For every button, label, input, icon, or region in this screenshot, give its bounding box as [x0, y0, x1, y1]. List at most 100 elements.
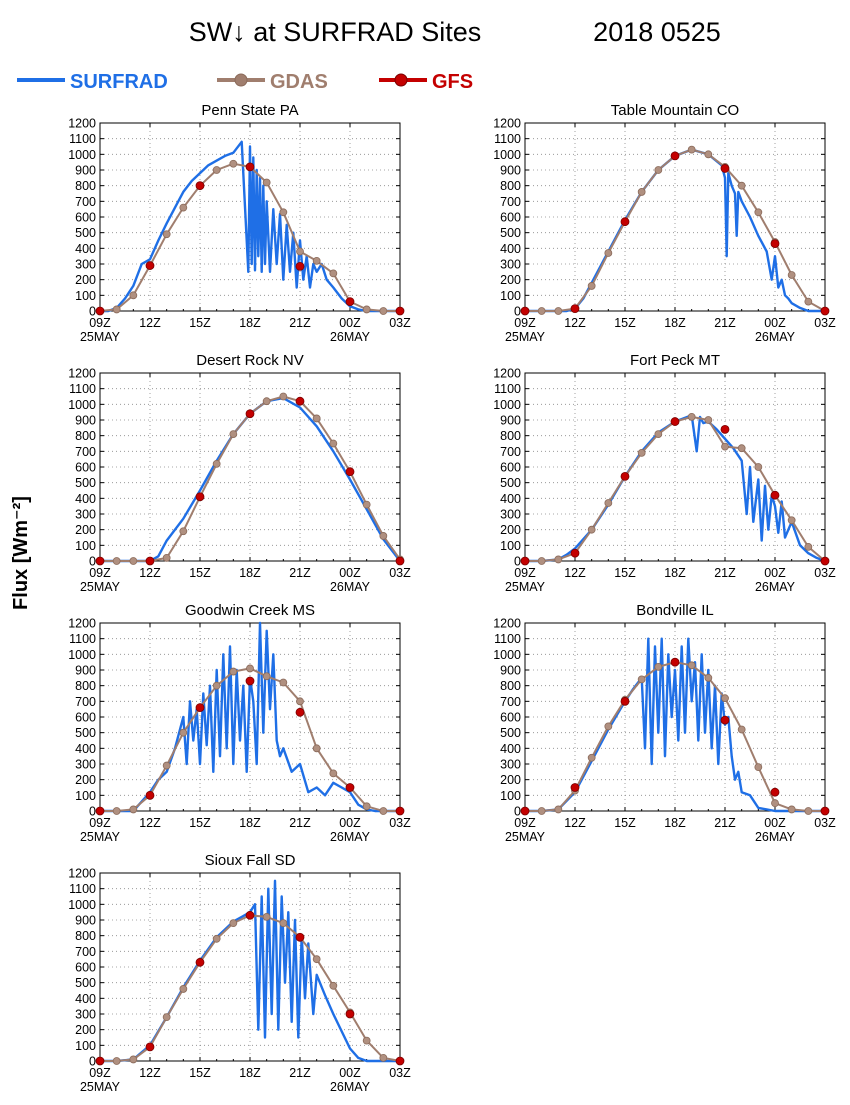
point-gdas — [379, 307, 388, 315]
y-tick-label: 400 — [75, 992, 96, 1006]
series-line-surfrad — [525, 148, 825, 313]
y-tick-label: 400 — [75, 742, 96, 756]
y-tick-label: 900 — [500, 664, 521, 678]
point-gfs — [345, 783, 355, 792]
y-tick-label: 400 — [75, 492, 96, 506]
point-gdas — [587, 753, 596, 762]
x-tick-label: 03Z — [389, 566, 411, 580]
y-tick-label: 1200 — [493, 367, 521, 381]
y-tick-label: 200 — [75, 523, 96, 537]
point-gdas — [129, 557, 138, 565]
x-tick-label: 15Z — [614, 316, 636, 330]
x-tick-label: 00Z — [339, 1066, 361, 1080]
y-tick-label: 1200 — [493, 617, 521, 631]
point-gfs — [820, 556, 830, 566]
y-tick-label: 0 — [89, 305, 96, 319]
legend-marker-gdas — [234, 73, 248, 87]
y-tick-label: 1000 — [493, 148, 521, 162]
y-tick-label: 300 — [75, 1008, 96, 1022]
x-tick-label: 18Z — [664, 566, 686, 580]
y-tick-label: 600 — [500, 211, 521, 225]
point-gfs — [670, 151, 680, 161]
point-gfs — [395, 306, 405, 316]
x-tick-label: 03Z — [389, 1066, 411, 1080]
panel-title: Bondville IL — [636, 602, 714, 619]
point-gfs — [345, 467, 355, 477]
point-gdas — [329, 439, 338, 448]
y-tick-label: 900 — [75, 164, 96, 178]
x-tick-label: 15Z — [614, 816, 636, 830]
legend-label-surfrad: SURFRAD — [70, 71, 168, 93]
x-date-label: 25MAY — [80, 830, 121, 844]
y-tick-label: 0 — [514, 555, 521, 569]
point-gdas — [229, 430, 238, 439]
point-gfs — [770, 239, 780, 249]
y-tick-label: 700 — [75, 945, 96, 959]
y-tick-label: 600 — [75, 961, 96, 975]
y-tick-label: 0 — [514, 305, 521, 319]
point-gfs — [245, 676, 255, 686]
y-tick-label: 500 — [75, 726, 96, 740]
legend-marker-gfs — [394, 73, 408, 87]
y-tick-label: 500 — [500, 726, 521, 740]
y-tick-label: 600 — [500, 461, 521, 475]
point-gfs — [295, 261, 305, 271]
y-tick-label: 700 — [75, 445, 96, 459]
point-gdas — [654, 166, 663, 174]
y-tick-label: 200 — [500, 523, 521, 537]
point-gdas — [129, 1055, 138, 1064]
point-gdas — [212, 681, 221, 690]
y-tick-label: 900 — [500, 164, 521, 178]
point-gfs — [345, 1009, 355, 1019]
y-tick-label: 800 — [500, 179, 521, 193]
point-gfs — [520, 306, 530, 316]
point-gfs — [570, 304, 580, 314]
point-gdas — [379, 1053, 388, 1062]
legend-label-gdas: GDAS — [270, 71, 328, 93]
point-gdas — [704, 673, 713, 682]
x-date-label: 26MAY — [330, 330, 371, 344]
y-tick-label: 500 — [500, 226, 521, 240]
x-tick-label: 12Z — [564, 316, 586, 330]
point-gdas — [212, 166, 221, 174]
x-tick-label: 09Z — [89, 316, 111, 330]
figure-date: 2018 0525 — [593, 17, 721, 47]
x-tick-label: 15Z — [614, 566, 636, 580]
panel-title: Sioux Fall SD — [205, 852, 296, 869]
y-tick-label: 600 — [75, 461, 96, 475]
point-gdas — [687, 661, 696, 670]
y-tick-label: 700 — [75, 195, 96, 209]
panels: Penn State PA010020030040050060070080090… — [68, 102, 836, 1094]
y-tick-label: 300 — [75, 258, 96, 272]
point-gdas — [262, 178, 271, 187]
y-tick-label: 400 — [500, 242, 521, 256]
point-gfs — [570, 548, 580, 558]
point-gfs — [245, 409, 255, 419]
y-tick-label: 300 — [75, 508, 96, 522]
point-gfs — [295, 707, 305, 717]
x-tick-label: 09Z — [89, 566, 111, 580]
point-gfs — [145, 790, 155, 800]
x-tick-label: 18Z — [664, 316, 686, 330]
y-tick-label: 1200 — [68, 367, 96, 381]
point-gfs — [295, 932, 305, 942]
point-gdas — [129, 291, 138, 300]
y-tick-label: 1100 — [69, 632, 96, 646]
x-tick-label: 18Z — [239, 816, 261, 830]
x-tick-label: 12Z — [564, 816, 586, 830]
y-tick-label: 900 — [75, 414, 96, 428]
point-gdas — [804, 543, 813, 551]
y-tick-label: 100 — [75, 789, 96, 803]
y-tick-label: 1100 — [69, 132, 96, 146]
x-tick-label: 03Z — [814, 566, 836, 580]
y-tick-label: 300 — [500, 258, 521, 272]
point-gdas — [754, 208, 763, 217]
point-gdas — [537, 557, 546, 565]
point-gdas — [229, 919, 238, 928]
point-gdas — [112, 557, 121, 565]
point-gfs — [620, 217, 630, 227]
y-tick-label: 600 — [75, 711, 96, 725]
point-gdas — [721, 694, 729, 703]
